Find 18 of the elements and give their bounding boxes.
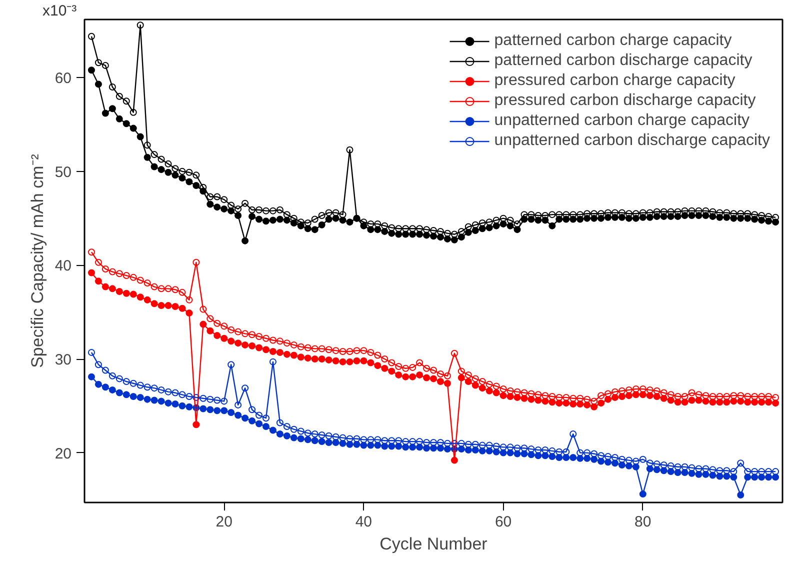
y-tick-label: 60 <box>54 70 72 88</box>
x-tick-label: 40 <box>355 514 372 530</box>
legend-label: unpatterned carbon discharge capacity <box>494 132 770 150</box>
legend-label: patterned carbon charge capacity <box>494 32 732 50</box>
x-tick-label: 20 <box>216 514 232 530</box>
y-tick-label: 40 <box>54 258 72 275</box>
y-tick-label: 20 <box>54 445 72 462</box>
x-tick-label: 80 <box>634 514 652 530</box>
legend-label: unpatterned carbon charge capacity <box>494 112 750 130</box>
y-tick-label: 50 <box>54 164 72 181</box>
y-tick-label: 30 <box>54 352 72 369</box>
text: x10⁻³ <box>42 2 77 20</box>
legend-label: pressured carbon discharge capacity <box>494 92 756 110</box>
legend-label: pressured carbon charge capacity <box>494 72 736 90</box>
x-axis-title: Cycle Number <box>380 534 488 554</box>
legend-label: patterned carbon discharge capacity <box>494 52 752 70</box>
x-tick-label: 60 <box>494 514 512 530</box>
y-axis-title: Specific Capacity/ mAh cm⁻² <box>28 154 47 368</box>
